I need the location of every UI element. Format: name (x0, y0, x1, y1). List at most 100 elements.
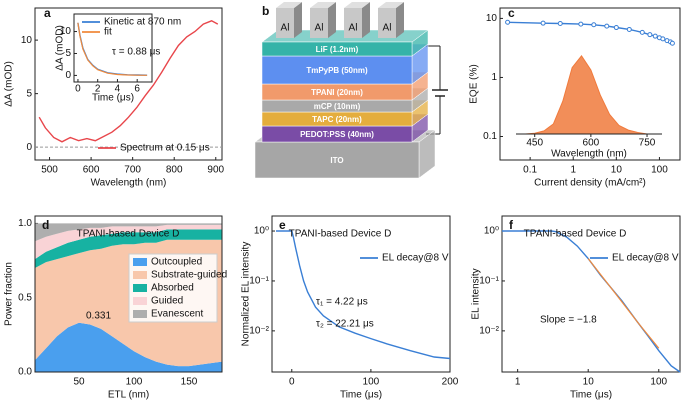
x-tick-label: 4 (115, 84, 121, 95)
y-axis-label: EL intensity (471, 268, 482, 319)
panel-letter: e (279, 218, 286, 232)
panel-title: TPANI-based Device D (524, 229, 627, 240)
y-tick-label: 0 (65, 70, 71, 81)
plot-frame (73, 13, 153, 83)
y-tick-label: 0.5 (18, 292, 32, 303)
electrode (378, 8, 396, 38)
x-axis-label: Wavelength (nm) (91, 178, 167, 189)
legend-swatch (133, 297, 147, 305)
data-point (540, 20, 546, 26)
data-point (505, 19, 511, 25)
x-tick-label: 600 (583, 138, 600, 149)
electrode-label: Al (383, 23, 392, 34)
panel-letter: f (509, 218, 514, 232)
data-point (647, 32, 653, 38)
data-point (669, 40, 675, 46)
series-line (587, 258, 660, 349)
x-tick-label: 100 (126, 377, 143, 388)
x-axis-label: Current density (mA/cm²) (534, 178, 646, 189)
panel-title: TPANI-based Device D (77, 229, 180, 240)
legend-swatch (133, 310, 147, 318)
data-point (591, 22, 597, 28)
series-line (276, 230, 451, 360)
layer (261, 41, 413, 57)
annotation: τ₁ = 4.22 μs (316, 297, 368, 308)
x-axis-label: Time (μs) (570, 390, 612, 401)
x-tick-label: 10 (611, 165, 623, 176)
inset-bg (74, 14, 152, 82)
plot-frame (34, 7, 223, 161)
data-point (652, 33, 658, 39)
x-tick-label: 0 (75, 84, 81, 95)
electrode-label: Al (315, 23, 324, 34)
stacked-area (35, 229, 222, 268)
legend-label: Absorbed (151, 283, 194, 294)
y-tick-label: 5 (26, 88, 32, 99)
x-tick-label: 1 (515, 377, 521, 388)
legend-label: Substrate-guided (151, 270, 227, 281)
x-tick-label: 150 (181, 377, 198, 388)
panel-letter: a (44, 6, 51, 20)
legend-label: Outcoupled (151, 257, 202, 268)
annotation: τ = 0.88 μs (112, 47, 160, 58)
electrode-top (310, 2, 336, 8)
legend-label: Evanescent (151, 309, 203, 320)
layer (254, 141, 420, 179)
data-point (604, 23, 610, 29)
y-tick-label: 10⁻² (479, 326, 499, 337)
electrode-top (276, 2, 302, 8)
electrode-top (378, 2, 404, 8)
annotation: Slope = −1.8 (540, 315, 597, 326)
electrode (310, 8, 328, 38)
stacked-area (35, 223, 222, 242)
legend-label: EL decay@8 V (612, 253, 679, 264)
layer-label: TPANI (20nm) (311, 88, 363, 97)
plot-frame (271, 215, 451, 373)
data-point (557, 20, 563, 26)
panel-letter: c (508, 6, 515, 20)
legend-label: Spectrum at 0.15 μs (120, 143, 210, 154)
panel-letter: b (262, 4, 269, 18)
x-tick-label: 0 (289, 377, 295, 388)
x-tick-label: 6 (134, 84, 140, 95)
stacked-area (35, 322, 222, 372)
electrode (276, 8, 294, 38)
electrode-side (396, 2, 404, 38)
y-tick-label: 0 (26, 142, 32, 153)
x-tick-label: 800 (166, 165, 183, 176)
x-tick-label: 10 (583, 377, 595, 388)
series-line (38, 20, 219, 143)
x-tick-label: 600 (83, 165, 100, 176)
y-tick-label: 0.0 (18, 367, 32, 378)
y-tick-label: 1 (491, 72, 497, 83)
plot-frame (34, 215, 223, 373)
layer-label: TmPyPB (50nm) (306, 66, 368, 75)
x-tick-label: 700 (124, 165, 141, 176)
x-tick-label: 750 (639, 138, 656, 149)
layer-label: PEDOT:PSS (40nm) (300, 130, 374, 139)
data-point (613, 25, 619, 31)
y-tick-label: 10 (486, 13, 498, 24)
x-tick-label: 100 (651, 165, 668, 176)
electrode (344, 8, 362, 38)
y-tick-label: 10⁻¹ (479, 276, 499, 287)
x-axis-label: Time (μs) (340, 390, 382, 401)
stacked-area (35, 224, 222, 260)
series-line (77, 22, 148, 76)
panel-letter: d (42, 218, 49, 232)
x-tick-label: 100 (363, 377, 380, 388)
electrode-side (328, 2, 336, 38)
legend-label: Kinetic at 870 nm (104, 17, 181, 28)
y-tick-label: 10⁰ (254, 226, 269, 237)
x-tick-label: 900 (207, 165, 224, 176)
data-point (626, 26, 632, 32)
x-tick-label: 50 (73, 377, 85, 388)
panel-title: TPANI-based Device D (289, 229, 392, 240)
x-tick-label: 100 (650, 377, 667, 388)
plot-frame (501, 215, 681, 373)
x-tick-label: 0.1 (523, 165, 537, 176)
legend-swatch (133, 284, 147, 292)
electrode-label: Al (349, 23, 358, 34)
electrode-label: Al (281, 23, 290, 34)
